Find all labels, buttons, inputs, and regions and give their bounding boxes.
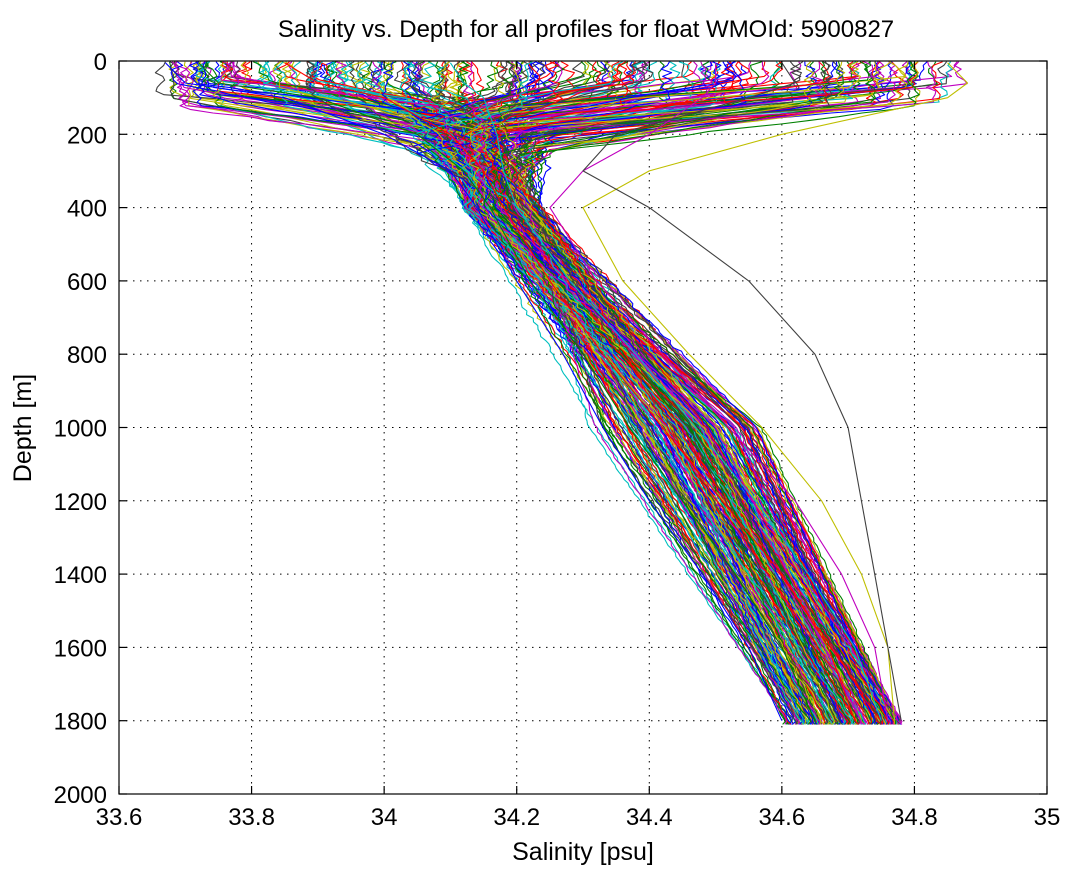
salinity-profile-line	[443, 61, 903, 725]
salinity-profile-line	[272, 61, 826, 725]
x-tick-label: 35	[1034, 804, 1061, 831]
salinity-profile-line	[198, 62, 816, 721]
salinity-profile-line	[305, 61, 798, 725]
salinity-profile-line	[171, 61, 866, 725]
salinity-profile-line	[582, 62, 969, 721]
plot-frame	[118, 60, 1048, 795]
salinity-profile-line	[384, 61, 788, 725]
salinity-profile-line	[276, 61, 801, 725]
salinity-profile-line	[264, 61, 805, 725]
x-tick-label: 34.8	[891, 804, 938, 831]
salinity-profile-line	[348, 61, 790, 725]
y-axis-label: Depth [m]	[9, 374, 37, 482]
y-tick-label: 1200	[54, 489, 107, 516]
axes: 33.6 33.8 34 34.2 34.4 34.6 34.8 35 0 200 400 600 80…	[54, 49, 1061, 831]
profiles	[154, 61, 969, 725]
y-tick-label: 1800	[54, 709, 107, 736]
y-tick-label: 200	[67, 122, 107, 149]
salinity-profile-line	[316, 61, 847, 725]
grid	[119, 61, 1047, 794]
y-tick-label: 1400	[54, 562, 107, 589]
chart-title: Salinity vs. Depth for all profiles for …	[278, 16, 894, 43]
salinity-profile-line	[524, 61, 872, 725]
x-axis-label: Salinity [psu]	[512, 838, 654, 866]
y-tick-label: 0	[94, 49, 107, 76]
y-tick-label: 400	[67, 196, 107, 223]
salinity-profile-line	[521, 61, 913, 725]
y-tick-label: 600	[67, 269, 107, 296]
y-tick-label: 800	[67, 342, 107, 369]
salinity-profile-line	[471, 61, 859, 725]
salinity-profile-line	[523, 61, 877, 725]
salinity-profile-line	[582, 62, 902, 721]
salinity-profile-line	[310, 61, 805, 725]
salinity-profile-line	[468, 61, 854, 725]
x-tick-label: 34.2	[493, 804, 540, 831]
salinity-profile-line	[549, 62, 889, 721]
salinity-profile-line	[463, 61, 865, 725]
salinity-profile-line	[462, 61, 870, 725]
x-tick-label: 34.4	[626, 804, 673, 831]
y-tick-label: 1600	[54, 635, 107, 662]
salinity-profile-line	[434, 61, 851, 725]
salinity-profile-line	[422, 61, 804, 725]
salinity-profile-line	[403, 61, 867, 725]
salinity-profile-line	[165, 62, 783, 721]
x-tick-label: 34	[371, 804, 398, 831]
x-tick-label: 33.6	[96, 804, 143, 831]
y-tick-label: 2000	[54, 782, 107, 809]
salinity-profile-line	[449, 62, 882, 721]
x-tick-label: 34.6	[758, 804, 805, 831]
salinity-profile-line	[461, 61, 866, 725]
salinity-profile-line	[284, 62, 856, 721]
salinity-profile-line	[510, 61, 844, 725]
salinity-profile-line	[412, 61, 855, 725]
y-tick-label: 1000	[54, 416, 107, 443]
salinity-profile-line	[381, 61, 890, 725]
salinity-profile-line	[483, 61, 844, 725]
x-tick-label: 33.8	[228, 804, 275, 831]
salinity-profile-line	[347, 61, 798, 725]
salinity-profile-line	[492, 61, 792, 725]
